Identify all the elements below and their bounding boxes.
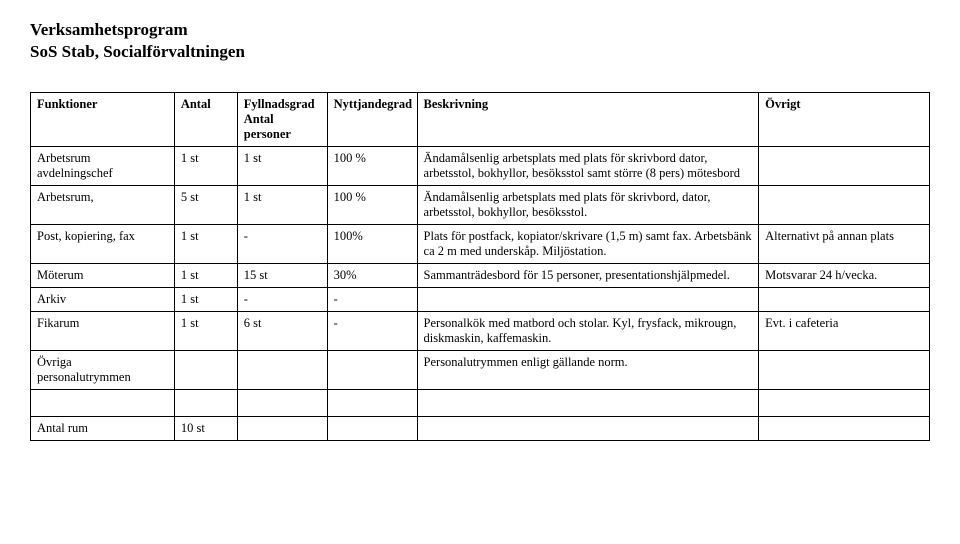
cell-antal: 1 st xyxy=(174,225,237,264)
col-nyttjandegrad: Nyttjandegrad xyxy=(327,93,417,147)
cell-fyllnad xyxy=(237,351,327,390)
cell-beskr: Personalkök med matbord och stolar. Kyl,… xyxy=(417,312,759,351)
program-table: Funktioner Antal Fyllnadsgrad Antal pers… xyxy=(30,92,930,441)
spacer-row xyxy=(31,390,930,417)
table-row: Arbetsrum avdelningschef 1 st 1 st 100 %… xyxy=(31,147,930,186)
col-fyllnadsgrad: Fyllnadsgrad Antal personer xyxy=(237,93,327,147)
table-row: Fikarum 1 st 6 st - Personalkök med matb… xyxy=(31,312,930,351)
footer-label: Antal rum xyxy=(31,417,175,441)
col-ovrigt: Övrigt xyxy=(759,93,930,147)
cell-ovrigt: Evt. i cafeteria xyxy=(759,312,930,351)
cell-beskr: Plats för postfack, kopiator/skrivare (1… xyxy=(417,225,759,264)
cell-ovrigt xyxy=(759,351,930,390)
footer-value: 10 st xyxy=(174,417,237,441)
col-fyll-line2: Antal xyxy=(244,112,274,126)
cell-fyllnad: 1 st xyxy=(237,147,327,186)
cell-nyttj: 100% xyxy=(327,225,417,264)
cell-funktion: Möterum xyxy=(31,264,175,288)
cell-fyllnad: - xyxy=(237,288,327,312)
cell-funktion: Post, kopiering, fax xyxy=(31,225,175,264)
cell-ovrigt: Alternativt på annan plats xyxy=(759,225,930,264)
footer-empty xyxy=(759,417,930,441)
cell-fyllnad: 1 st xyxy=(237,186,327,225)
cell-nyttj: 30% xyxy=(327,264,417,288)
col-funktioner: Funktioner xyxy=(31,93,175,147)
cell-fyllnad: - xyxy=(237,225,327,264)
table-row: Arbetsrum, 5 st 1 st 100 % Ändamålsenlig… xyxy=(31,186,930,225)
table-row: Arkiv 1 st - - xyxy=(31,288,930,312)
footer-empty xyxy=(417,417,759,441)
cell-beskr: Ändamålsenlig arbetsplats med plats för … xyxy=(417,186,759,225)
cell-nyttj: - xyxy=(327,312,417,351)
cell-antal: 1 st xyxy=(174,288,237,312)
cell-beskr: Ändamålsenlig arbetsplats med plats för … xyxy=(417,147,759,186)
col-fyll-line3: personer xyxy=(244,127,291,141)
cell-fyllnad: 15 st xyxy=(237,264,327,288)
footer-empty xyxy=(327,417,417,441)
cell-antal: 1 st xyxy=(174,264,237,288)
cell-funktion: Fikarum xyxy=(31,312,175,351)
table-row: Övriga personalutrymmen Personalutrymmen… xyxy=(31,351,930,390)
col-fyll-line1: Fyllnadsgrad xyxy=(244,97,315,111)
cell-funktion: Övriga personalutrymmen xyxy=(31,351,175,390)
cell-fyllnad: 6 st xyxy=(237,312,327,351)
page-title-line2: SoS Stab, Socialförvaltningen xyxy=(30,42,930,62)
col-antal: Antal xyxy=(174,93,237,147)
page-title-line1: Verksamhetsprogram xyxy=(30,20,930,40)
cell-ovrigt xyxy=(759,147,930,186)
cell-nyttj: - xyxy=(327,288,417,312)
cell-antal: 1 st xyxy=(174,147,237,186)
cell-beskr: Personalutrymmen enligt gällande norm. xyxy=(417,351,759,390)
cell-beskr xyxy=(417,288,759,312)
table-row: Post, kopiering, fax 1 st - 100% Plats f… xyxy=(31,225,930,264)
cell-nyttj: 100 % xyxy=(327,186,417,225)
cell-nyttj xyxy=(327,351,417,390)
footer-empty xyxy=(237,417,327,441)
cell-funktion: Arkiv xyxy=(31,288,175,312)
cell-funktion: Arbetsrum, xyxy=(31,186,175,225)
cell-ovrigt: Motsvarar 24 h/vecka. xyxy=(759,264,930,288)
cell-antal: 1 st xyxy=(174,312,237,351)
cell-ovrigt xyxy=(759,186,930,225)
table-header-row: Funktioner Antal Fyllnadsgrad Antal pers… xyxy=(31,93,930,147)
cell-funktion: Arbetsrum avdelningschef xyxy=(31,147,175,186)
cell-ovrigt xyxy=(759,288,930,312)
cell-antal: 5 st xyxy=(174,186,237,225)
table-footer-row: Antal rum 10 st xyxy=(31,417,930,441)
cell-nyttj: 100 % xyxy=(327,147,417,186)
table-row: Möterum 1 st 15 st 30% Sammanträdesbord … xyxy=(31,264,930,288)
cell-beskr: Sammanträdesbord för 15 personer, presen… xyxy=(417,264,759,288)
col-beskrivning: Beskrivning xyxy=(417,93,759,147)
cell-antal xyxy=(174,351,237,390)
